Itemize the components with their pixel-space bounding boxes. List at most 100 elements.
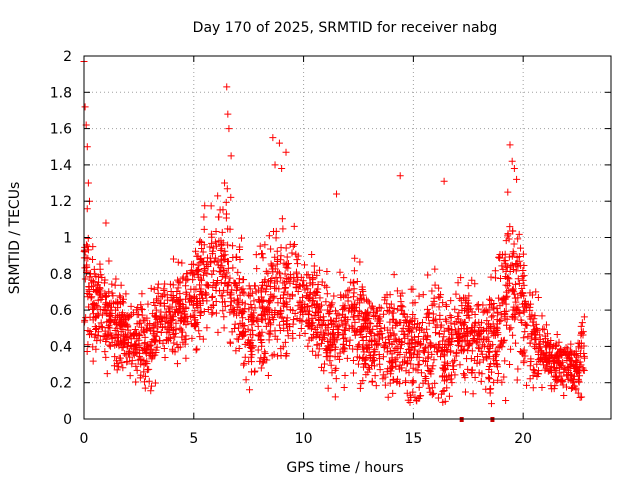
data-point (350, 278, 358, 286)
data-point (419, 291, 427, 299)
data-point (213, 280, 221, 288)
data-point (199, 248, 207, 256)
data-point (363, 315, 371, 323)
data-point (260, 310, 268, 318)
data-point (160, 285, 168, 293)
data-point (447, 348, 455, 356)
data-point (113, 366, 121, 374)
data-point (527, 331, 535, 339)
data-point (278, 215, 286, 223)
data-point (257, 354, 265, 362)
data-point (179, 305, 187, 313)
data-point (151, 301, 159, 309)
data-point (116, 292, 124, 300)
data-point (324, 342, 332, 350)
data-point (165, 307, 173, 315)
data-point (430, 317, 438, 325)
data-point (277, 244, 285, 252)
data-point (108, 338, 116, 346)
data-point (479, 341, 487, 349)
data-point (457, 274, 465, 282)
data-point (351, 307, 359, 315)
data-point (161, 280, 169, 288)
data-point (220, 286, 228, 294)
data-point (505, 235, 513, 243)
data-point (417, 369, 425, 377)
data-point (487, 300, 495, 308)
data-point (210, 257, 218, 265)
x-axis-title: GPS time / hours (286, 460, 403, 476)
data-point (275, 310, 283, 318)
data-point (274, 258, 282, 266)
data-point (191, 293, 199, 301)
data-points (80, 57, 589, 408)
data-point (361, 360, 369, 368)
data-point (437, 291, 445, 299)
data-point (465, 341, 473, 349)
data-point (533, 360, 541, 368)
data-point (196, 312, 204, 320)
data-point (241, 340, 249, 348)
data-point (429, 316, 437, 324)
data-point (359, 345, 367, 353)
data-point (538, 384, 546, 392)
data-point (514, 275, 522, 283)
data-point (145, 349, 153, 357)
data-point (282, 317, 290, 325)
data-point (329, 326, 337, 334)
data-point (437, 353, 445, 361)
data-point (505, 253, 513, 261)
data-point (331, 307, 339, 315)
data-point (534, 293, 542, 301)
data-point (344, 316, 352, 324)
data-point (110, 362, 118, 370)
data-point (396, 345, 404, 353)
data-point (180, 313, 188, 321)
data-point (519, 266, 527, 274)
data-point (246, 344, 254, 352)
data-point (580, 313, 588, 321)
data-point (320, 360, 328, 368)
data-point (150, 321, 158, 329)
data-point (317, 301, 325, 309)
data-point (546, 367, 554, 375)
data-point (350, 313, 358, 321)
data-point (515, 230, 523, 238)
data-point (368, 377, 376, 385)
data-point (532, 328, 540, 336)
data-point (457, 319, 465, 327)
data-point (574, 353, 582, 361)
data-point (279, 225, 287, 233)
data-point (267, 277, 275, 285)
data-point (344, 287, 352, 295)
data-point (452, 290, 460, 298)
data-point (475, 329, 483, 337)
data-point (532, 288, 540, 296)
data-point (350, 328, 358, 336)
data-point (421, 348, 429, 356)
data-point (96, 265, 104, 273)
data-point (511, 280, 519, 288)
data-point (520, 281, 528, 289)
data-point (198, 291, 206, 299)
data-point (275, 139, 283, 147)
data-point (444, 362, 452, 370)
data-point (315, 345, 323, 353)
data-point (434, 394, 442, 402)
data-point (477, 335, 485, 343)
data-point (314, 281, 322, 289)
data-point (261, 276, 269, 284)
data-point (473, 332, 481, 340)
data-point (411, 299, 419, 307)
data-point (217, 268, 225, 276)
data-point (178, 259, 186, 267)
data-point (90, 265, 98, 273)
data-point (173, 293, 181, 301)
data-point (219, 292, 227, 300)
data-point (161, 353, 169, 361)
data-point (182, 276, 190, 284)
data-point (266, 299, 274, 307)
data-point (477, 377, 485, 385)
data-point (182, 354, 190, 362)
